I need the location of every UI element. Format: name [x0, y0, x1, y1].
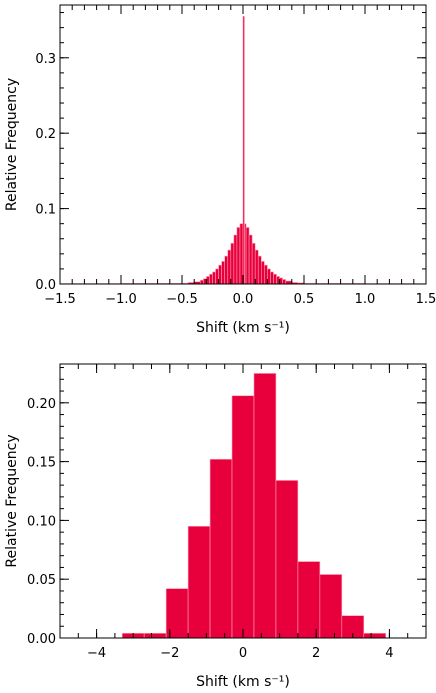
y-tick-label: 0.05	[27, 573, 56, 588]
x-tick-label: 0.0	[233, 292, 254, 307]
bar-8	[275, 480, 299, 639]
x-tick-label: −2	[160, 646, 179, 661]
x-tick-label: −0.5	[166, 292, 198, 307]
bar-30	[270, 271, 274, 285]
y-tick-label: 0.20	[27, 397, 56, 412]
bar-23	[248, 234, 253, 285]
bar-19	[239, 223, 244, 285]
y-tick-label: 0.2	[35, 127, 56, 142]
y-tick-label: 0.1	[35, 203, 56, 218]
bar-26	[257, 255, 262, 285]
bar-7	[253, 373, 277, 639]
bar-13	[221, 261, 225, 285]
bar-24	[251, 242, 256, 285]
y-tick-label: 0.15	[27, 456, 56, 471]
bar-34	[282, 279, 286, 285]
bar-4	[187, 525, 211, 639]
chart-panel-2: −4 −2 0 2 4 0.00 0.05 0.10 0.15 0.20 Shift (km s⁻¹…	[4, 363, 427, 690]
x-tick-label: −4	[87, 646, 106, 661]
y-tick-label: 0.00	[27, 632, 56, 647]
bar-5	[209, 458, 233, 639]
tick-marks	[59, 5, 427, 285]
y-axis-label: Relative Frequency	[4, 78, 20, 211]
bar-17	[233, 234, 238, 285]
bar-27	[260, 261, 265, 285]
x-tick-label: 1.0	[355, 292, 376, 307]
x-tick-label: 1.5	[416, 292, 436, 307]
bar-31	[273, 273, 277, 285]
x-tick-label: 2	[312, 646, 320, 661]
bar-10	[212, 271, 216, 285]
x-axis-label: Shift (km s⁻¹)	[196, 674, 290, 690]
x-tick-label: −1.5	[44, 292, 76, 307]
y-tick-label: 0.0	[35, 278, 56, 293]
histogram-bars	[121, 373, 387, 639]
y-axis-label: Relative Frequency	[4, 434, 20, 567]
histogram-bars	[59, 16, 427, 285]
bar-6	[231, 395, 255, 639]
bar-9	[297, 561, 321, 639]
bar-25	[254, 249, 259, 285]
bar-9	[209, 273, 213, 285]
x-tick-label: −1.0	[105, 292, 137, 307]
bar-22	[245, 227, 250, 285]
bar-2	[143, 632, 167, 639]
bar-15	[227, 249, 232, 285]
x-tick-label: 0.5	[294, 292, 315, 307]
bar-16	[230, 242, 235, 285]
tick-marks	[59, 364, 427, 639]
bar-6	[200, 279, 204, 285]
bar-18	[236, 227, 241, 285]
x-tick-label: 4	[385, 646, 393, 661]
x-tick-label: 0	[239, 646, 247, 661]
bar-14	[224, 255, 229, 285]
x-axis-label: Shift (km s⁻¹)	[196, 320, 290, 336]
y-tick-label: 0.3	[35, 52, 56, 67]
chart-panel-1: −1.5 −1.0 −0.5 0.0 0.5 1.0 1.5 0.0 0.1 0.2 0.3 Shif…	[4, 4, 436, 336]
bar-12	[363, 632, 387, 639]
y-tick-label: 0.10	[27, 514, 56, 529]
bar-10	[319, 574, 343, 639]
